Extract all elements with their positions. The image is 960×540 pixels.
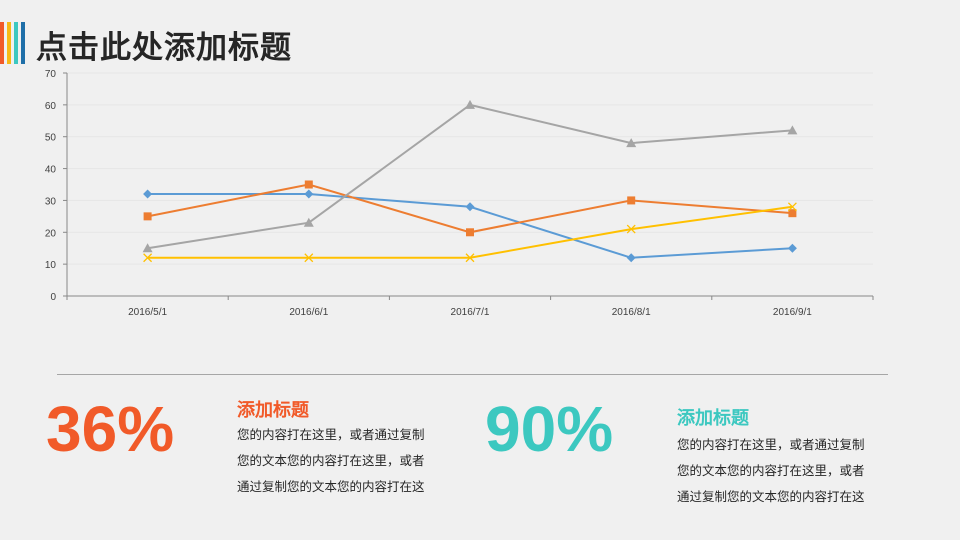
title-accent-bars xyxy=(0,22,25,64)
x-tick-label: 2016/5/1 xyxy=(128,307,167,318)
accent-bar xyxy=(21,22,25,64)
data-point xyxy=(787,243,797,253)
stat-heading-2: 添加标题 xyxy=(677,408,749,429)
data-point xyxy=(304,180,313,189)
body-line: 您的内容打在这里，或者通过复制 xyxy=(677,437,865,452)
line-chart: 0 10 20 30 40 50 60 70 2016/5/1 2016/6/1 2016/7/1 2… xyxy=(45,69,874,318)
accent-bar xyxy=(7,22,11,64)
body-line: 您的内容打在这里，或者通过复制 xyxy=(237,427,425,442)
y-tick-label: 70 xyxy=(45,69,57,80)
data-point xyxy=(304,189,314,199)
x-tick-label: 2016/6/1 xyxy=(289,307,328,318)
data-point xyxy=(626,138,637,148)
stat-value-2: 90% xyxy=(485,393,614,465)
data-point xyxy=(142,243,153,253)
data-point xyxy=(303,217,314,227)
body-line: 通过复制您的文本您的内容打在这 xyxy=(677,489,865,504)
series-line-3 xyxy=(147,103,793,250)
data-point xyxy=(465,253,475,263)
stat-heading-1: 添加标题 xyxy=(237,400,309,421)
data-point xyxy=(466,228,474,237)
y-tick-label: 0 xyxy=(50,292,56,303)
divider xyxy=(57,374,888,375)
data-point xyxy=(627,196,636,205)
stat-body-2: 您的内容打在这里，或者通过复制 您的文本您的内容打在这里，或者 通过复制您的文本… xyxy=(677,432,865,510)
body-line: 通过复制您的文本您的内容打在这 xyxy=(237,479,425,494)
x-tick-label: 2016/8/1 xyxy=(612,307,651,318)
data-point xyxy=(626,224,636,234)
y-tick-label: 10 xyxy=(45,260,57,271)
data-point xyxy=(304,253,314,263)
data-point xyxy=(465,99,475,109)
page-title[interactable]: 点击此处添加标题 xyxy=(36,30,292,66)
body-line: 您的文本您的内容打在这里，或者 xyxy=(677,463,865,478)
x-tick-label: 2016/9/1 xyxy=(773,307,812,318)
stat-body-1: 您的内容打在这里，或者通过复制 您的文本您的内容打在这里，或者 通过复制您的文本… xyxy=(237,422,425,500)
stat-value-1: 36% xyxy=(46,393,175,465)
y-tick-label: 50 xyxy=(45,133,57,144)
body-line: 您的文本您的内容打在这里，或者 xyxy=(237,453,425,468)
data-point xyxy=(143,253,153,263)
data-point xyxy=(787,202,797,212)
accent-bar xyxy=(0,22,4,64)
y-tick-label: 20 xyxy=(45,228,57,239)
data-point xyxy=(626,253,636,263)
data-point xyxy=(143,212,152,221)
y-tick-label: 30 xyxy=(45,196,57,207)
data-point xyxy=(143,189,153,199)
data-point xyxy=(788,209,797,218)
y-tick-label: 40 xyxy=(45,165,57,176)
accent-bar xyxy=(14,22,18,64)
y-tick-label: 60 xyxy=(45,101,57,112)
data-point xyxy=(465,202,475,212)
data-point xyxy=(787,125,798,135)
x-tick-label: 2016/7/1 xyxy=(451,307,490,318)
